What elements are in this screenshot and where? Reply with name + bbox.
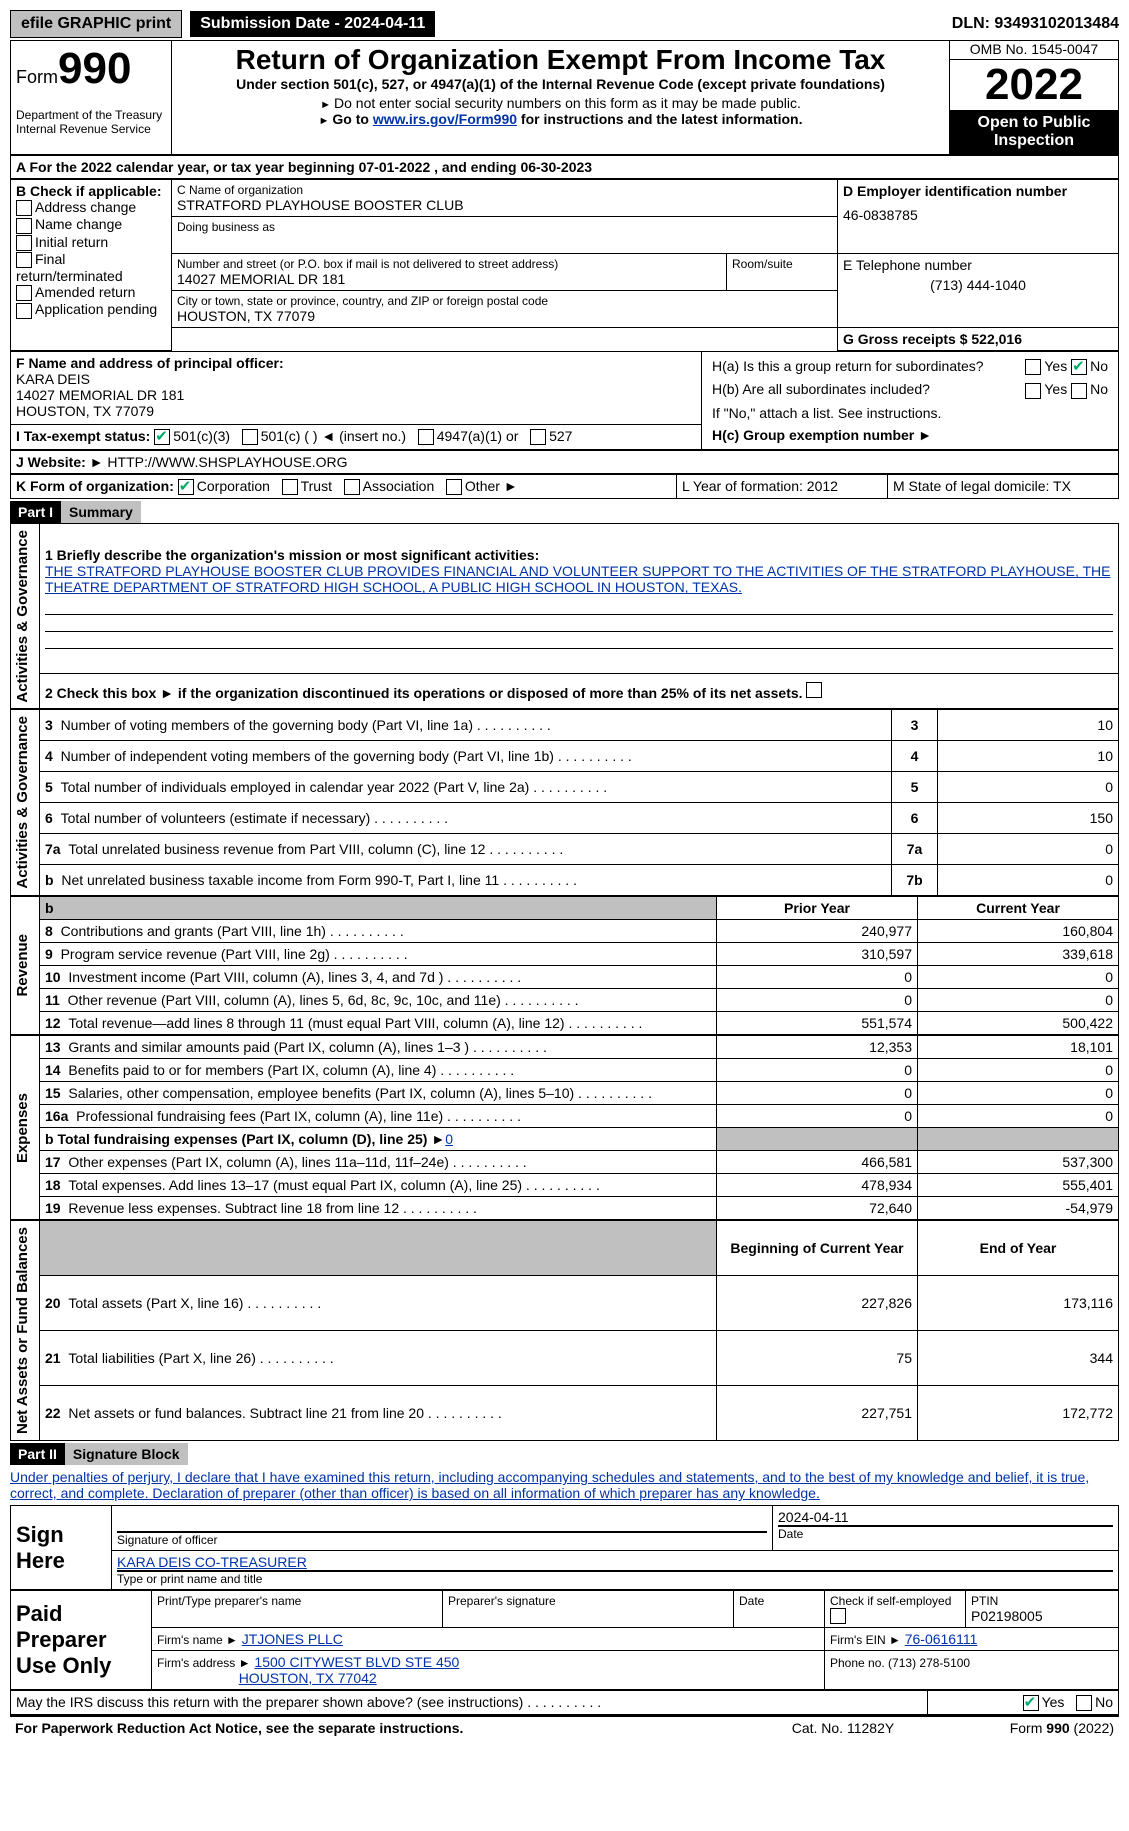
part2-title: Signature Block	[65, 1443, 188, 1465]
chk-address-change[interactable]: Address change	[16, 199, 166, 216]
tax-period: A For the 2022 calendar year, or tax yea…	[11, 156, 1119, 179]
ein-value: 46-0838785	[843, 207, 1113, 223]
chk-amended-return[interactable]: Amended return	[16, 284, 166, 301]
street-value: 14027 MEMORIAL DR 181	[177, 271, 721, 287]
h-b-no[interactable]	[1071, 383, 1087, 399]
phone-label: E Telephone number	[843, 257, 1113, 273]
instructions-note: Go to www.irs.gov/Form990 for instructio…	[177, 111, 944, 127]
h-b-note: If "No," attach a list. See instructions…	[707, 402, 1113, 424]
open-inspection: Open to Public Inspection	[950, 110, 1118, 154]
ptin-value: P02198005	[971, 1608, 1113, 1624]
room-label: Room/suite	[732, 257, 832, 271]
firm-ein: 76-0616111	[905, 1631, 978, 1647]
submission-date: Submission Date - 2024-04-11	[190, 11, 435, 37]
officer-street: 14027 MEMORIAL DR 181	[16, 387, 696, 403]
sig-date-label: Date	[778, 1527, 1113, 1541]
chk-4947[interactable]	[418, 429, 434, 445]
h-a-yes[interactable]	[1025, 359, 1041, 375]
h-b-label: H(b) Are all subordinates included?	[707, 378, 1012, 401]
officer-typed-label: Type or print name and title	[117, 1572, 1113, 1586]
city-value: HOUSTON, TX 77079	[177, 308, 832, 324]
line2: 2 Check this box ► if the organization d…	[40, 673, 1119, 709]
website-label: J Website: ►	[16, 454, 104, 470]
firm-addr1: 1500 CITYWEST BLVD STE 450	[254, 1654, 459, 1670]
section-b-label: B Check if applicable:	[16, 183, 166, 199]
chk-corporation[interactable]	[178, 479, 194, 495]
firm-name: JTJONES PLLC	[242, 1631, 343, 1647]
chk-501c3[interactable]	[154, 429, 170, 445]
tax-status-label: I Tax-exempt status:	[16, 428, 150, 444]
chk-initial-return[interactable]: Initial return	[16, 234, 166, 251]
part1-header: Part I	[10, 501, 61, 523]
prep-selfemp-label: Check if self-employed	[830, 1594, 960, 1624]
street-label: Number and street (or P.O. box if mail i…	[177, 257, 721, 271]
chk-discuss-no[interactable]	[1076, 1695, 1092, 1711]
officer-city: HOUSTON, TX 77079	[16, 403, 696, 419]
footer-mid: Cat. No. 11282Y	[752, 1716, 934, 1739]
sig-officer-label: Signature of officer	[117, 1533, 767, 1547]
firm-phone: Phone no. (713) 278-5100	[830, 1656, 970, 1670]
prep-sig-label: Preparer's signature	[448, 1594, 728, 1608]
ptin-label: PTIN	[971, 1594, 1113, 1608]
form-title: Return of Organization Exempt From Incom…	[177, 44, 944, 76]
firm-addr2: HOUSTON, TX 77042	[239, 1670, 377, 1686]
org-name-label: C Name of organization	[177, 183, 832, 197]
footer-right: Form 990 (2022)	[934, 1716, 1119, 1739]
city-label: City or town, state or province, country…	[177, 294, 832, 308]
paid-preparer-label: Paid Preparer Use Only	[11, 1591, 152, 1690]
chk-discuss-yes[interactable]	[1023, 1695, 1039, 1711]
chk-application-pending[interactable]: Application pending	[16, 301, 166, 318]
chk-final-return[interactable]: Final return/terminated	[16, 251, 166, 284]
gross-receipts: G Gross receipts $ 522,016	[843, 331, 1113, 347]
tax-year: 2022	[950, 60, 1118, 110]
sign-here-label: Sign Here	[11, 1506, 112, 1590]
form-org-label: K Form of organization:	[16, 478, 174, 494]
dln: DLN: 93493102013484	[952, 15, 1119, 33]
irs-discuss-label: May the IRS discuss this return with the…	[16, 1694, 523, 1710]
firm-ein-label: Firm's EIN ►	[830, 1633, 901, 1647]
ein-label: D Employer identification number	[843, 183, 1113, 199]
h-c-label: H(c) Group exemption number ►	[707, 424, 1113, 446]
sig-date: 2024-04-11	[778, 1509, 1113, 1525]
chk-other[interactable]	[446, 479, 462, 495]
prep-date-label: Date	[739, 1594, 819, 1608]
year-formation: L Year of formation: 2012	[677, 474, 888, 498]
firm-addr-label: Firm's address ►	[157, 1656, 251, 1670]
firm-name-label: Firm's name ►	[157, 1633, 238, 1647]
officer-typed-name: KARA DEIS CO-TREASURER	[117, 1554, 1113, 1570]
chk-501c[interactable]	[242, 429, 258, 445]
footer-left: For Paperwork Reduction Act Notice, see …	[10, 1716, 752, 1739]
chk-association[interactable]	[344, 479, 360, 495]
h-b-yes[interactable]	[1025, 383, 1041, 399]
vlabel-governance: Activities & Governance	[11, 524, 34, 709]
part1-title: Summary	[61, 501, 141, 523]
website-value: HTTP://WWW.SHSPLAYHOUSE.ORG	[107, 454, 347, 470]
officer-name: KARA DEIS	[16, 371, 696, 387]
chk-name-change[interactable]: Name change	[16, 216, 166, 233]
efile-button[interactable]: efile GRAPHIC print	[10, 10, 182, 38]
chk-self-employed[interactable]	[830, 1608, 846, 1624]
chk-discontinued[interactable]	[806, 682, 822, 698]
part2-header: Part II	[10, 1443, 65, 1465]
dba-label: Doing business as	[177, 220, 832, 234]
privacy-note: Do not enter social security numbers on …	[177, 95, 944, 111]
prep-name-label: Print/Type preparer's name	[157, 1594, 437, 1608]
h-a-label: H(a) Is this a group return for subordin…	[707, 355, 1012, 378]
state-domicile: M State of legal domicile: TX	[888, 474, 1119, 498]
chk-527[interactable]	[530, 429, 546, 445]
chk-trust[interactable]	[282, 479, 298, 495]
irs-link[interactable]: www.irs.gov/Form990	[373, 111, 517, 127]
h-a-no[interactable]	[1071, 359, 1087, 375]
dept-label: Department of the Treasury Internal Reve…	[16, 108, 166, 136]
form-label: Form990	[16, 44, 166, 94]
omb-number: OMB No. 1545-0047	[950, 41, 1118, 60]
phone-value: (713) 444-1040	[843, 277, 1113, 293]
org-name: STRATFORD PLAYHOUSE BOOSTER CLUB	[177, 197, 832, 213]
officer-label: F Name and address of principal officer:	[16, 355, 696, 371]
mission-text: THE STRATFORD PLAYHOUSE BOOSTER CLUB PRO…	[45, 563, 1111, 595]
mission-label: 1 Briefly describe the organization's mi…	[45, 547, 539, 563]
form-subtitle: Under section 501(c), 527, or 4947(a)(1)…	[177, 76, 944, 92]
perjury-declaration: Under penalties of perjury, I declare th…	[10, 1469, 1119, 1501]
